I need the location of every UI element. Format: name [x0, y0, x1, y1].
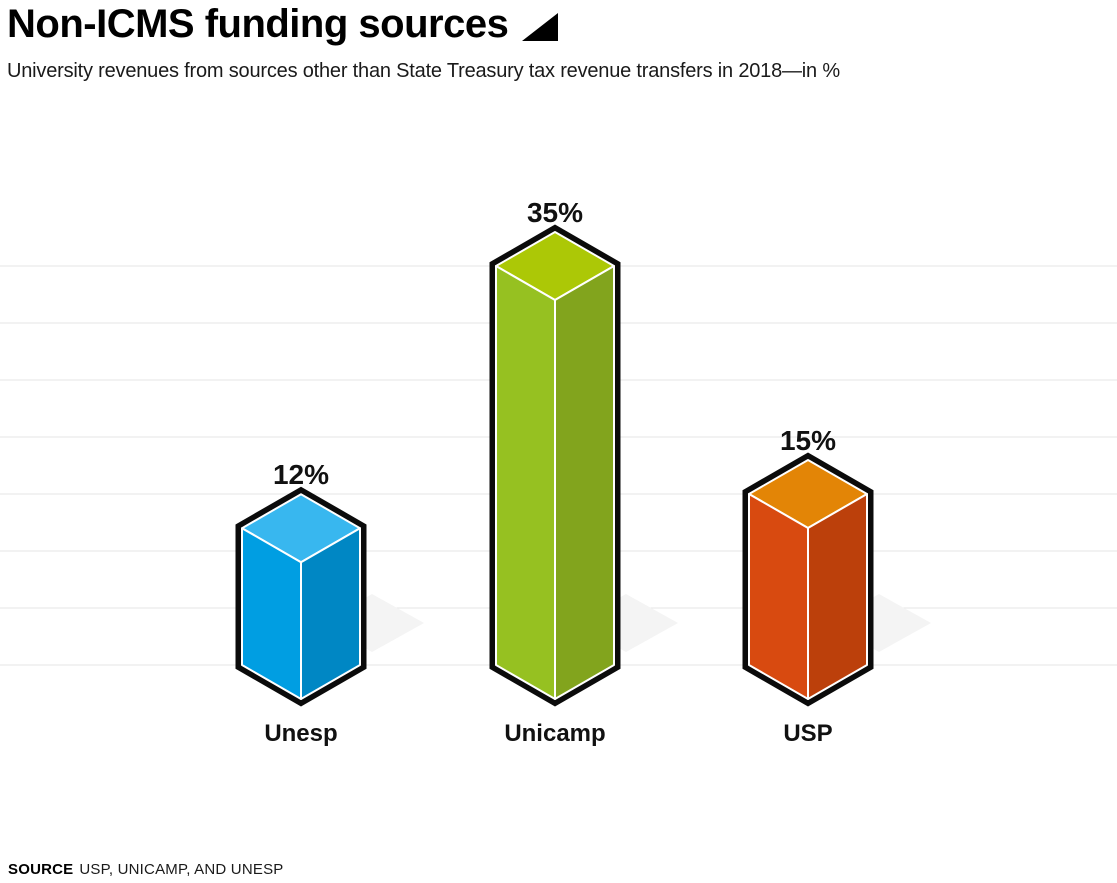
chart-header: Non-ICMS funding sources University reve…: [7, 2, 840, 83]
source-line: SOURCE USP, UNICAMP, AND UNESP: [8, 861, 283, 878]
bar-left-face: [495, 265, 556, 700]
source-label: SOURCE: [8, 861, 74, 878]
bar-right-face: [300, 527, 361, 700]
category-label: USP: [783, 720, 832, 747]
value-label: 35%: [527, 197, 583, 228]
bar-right-face: [807, 493, 868, 700]
category-label: Unesp: [264, 720, 337, 747]
category-label: Unicamp: [504, 720, 605, 747]
chart-subtitle: University revenues from sources other t…: [7, 60, 840, 82]
bar-left-face: [748, 493, 809, 700]
page-title: Non-ICMS funding sources: [7, 2, 509, 46]
value-label: 12%: [273, 459, 329, 490]
source-text: USP, UNICAMP, AND UNESP: [79, 861, 284, 878]
title-triangle-icon: [522, 13, 559, 41]
value-label: 15%: [780, 425, 836, 456]
bar-right-face: [554, 265, 615, 700]
